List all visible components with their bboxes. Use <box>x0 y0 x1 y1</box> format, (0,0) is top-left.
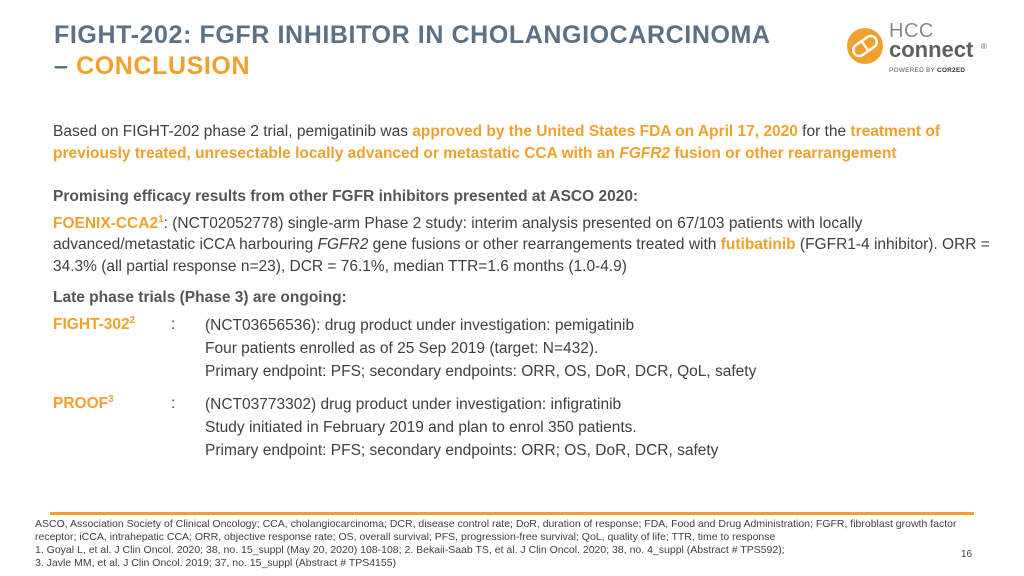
trial-name: FIGHT-3022 <box>53 314 136 333</box>
foenix-paragraph: FOENIX-CCA21: (NCT02052778) single-arm P… <box>53 213 990 275</box>
logo-connect-text: connect <box>889 37 974 62</box>
abbreviations: ASCO, Association Society of Clinical On… <box>35 518 957 543</box>
capsule-logo-icon <box>847 28 883 64</box>
title-conclusion: CONCLUSION <box>76 52 251 80</box>
footer-divider <box>50 512 974 515</box>
logo-registered-mark: ® <box>981 42 987 51</box>
trial-details: (NCT03656536): drug product under invest… <box>205 316 757 380</box>
page-number: 16 <box>961 549 973 560</box>
hcc-connect-logo: HCC connect ® POWERED BY COR2ED <box>845 20 995 82</box>
efficacy-heading: Promising efficacy results from other FG… <box>53 188 639 205</box>
references-line-1: 1. Goyal L, et al. J Clin Oncol. 2020; 3… <box>35 544 785 556</box>
title-main: FIGHT-202: FGFR INHIBITOR IN CHOLANGIOCA… <box>54 21 771 49</box>
references-line-2: 3. Javle MM, et al. J Clin Oncol. 2019; … <box>35 557 397 569</box>
slide-body: Based on FIGHT-202 phase 2 trial, pemiga… <box>53 121 1003 472</box>
logo-hcc-text: HCC <box>889 20 934 42</box>
slide-title: FIGHT-202: FGFR INHIBITOR IN CHOLANGIOCA… <box>54 20 834 82</box>
approval-paragraph: Based on FIGHT-202 phase 2 trial, pemiga… <box>53 123 940 162</box>
trial-fight-302: FIGHT-3022 : (NCT03656536): drug product… <box>53 314 1003 383</box>
trial-colon: : <box>171 394 176 412</box>
late-phase-heading: Late phase trials (Phase 3) are ongoing: <box>53 289 347 306</box>
trial-details: (NCT03773302) drug product under investi… <box>205 395 719 459</box>
trial-name: PROOF3 <box>53 393 114 412</box>
trial-proof: PROOF3 : (NCT03773302) drug product unde… <box>53 393 1003 462</box>
logo-powered-by: POWERED BY COR2ED <box>889 67 966 74</box>
footnotes: ASCO, Association Society of Clinical On… <box>35 518 985 570</box>
trial-colon: : <box>171 315 176 333</box>
title-dash: – <box>54 52 77 80</box>
